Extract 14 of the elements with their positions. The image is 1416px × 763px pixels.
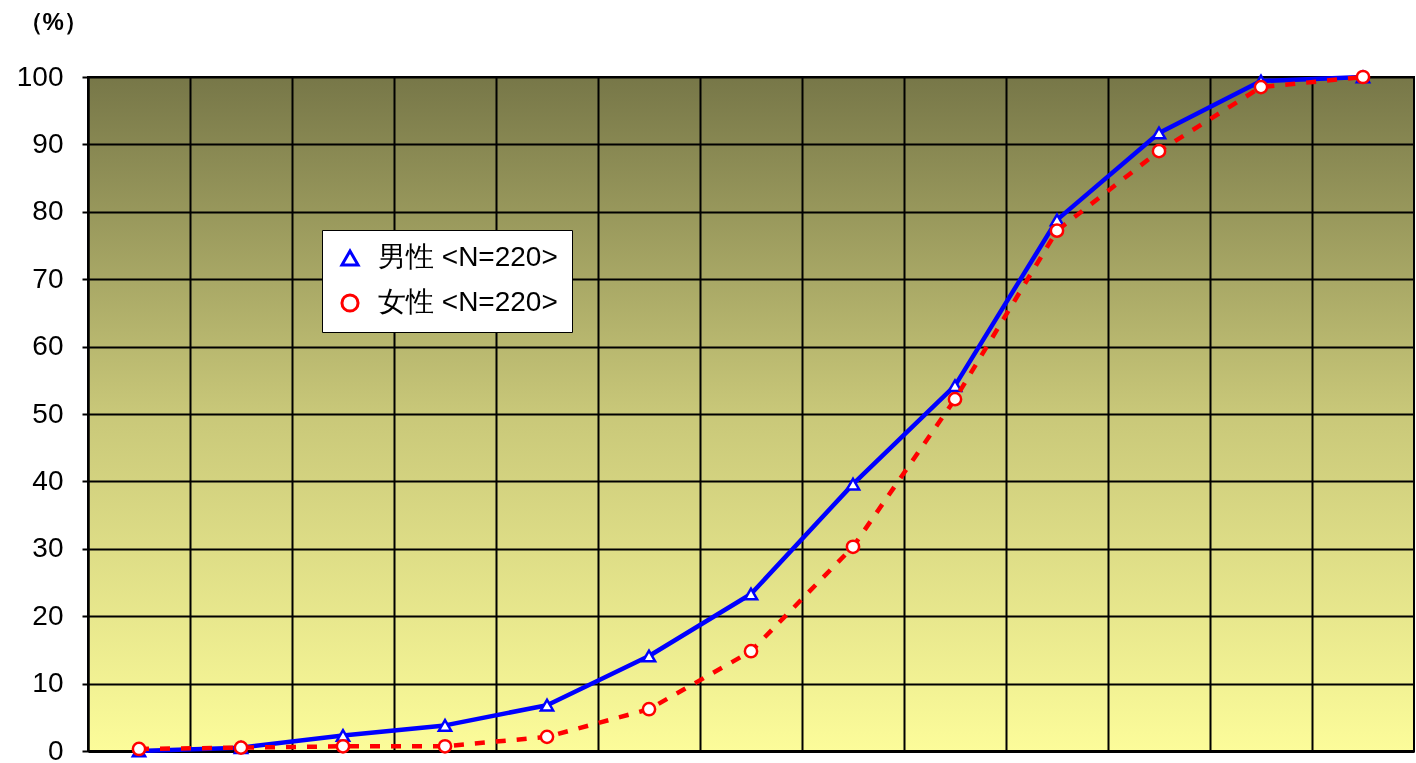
y-tick-label: 30 — [32, 532, 64, 564]
y-tick-label: 70 — [32, 262, 64, 294]
y-tick-label: 80 — [32, 195, 64, 227]
y-tick-label: 60 — [32, 330, 64, 362]
y-axis-title: （%） — [18, 7, 88, 35]
legend-label: 男性 <N=220> — [378, 241, 558, 272]
y-tick-label: 90 — [32, 127, 64, 159]
y-tick-label: 50 — [32, 397, 64, 429]
y-tick-label: 20 — [32, 599, 64, 631]
y-tick-label: 40 — [32, 464, 64, 496]
legend-label: 女性 <N=220> — [378, 286, 558, 317]
y-tick-label: 0 — [47, 734, 64, 763]
y-tick-label: 100 — [16, 60, 64, 92]
y-tick-label: 10 — [32, 667, 64, 699]
